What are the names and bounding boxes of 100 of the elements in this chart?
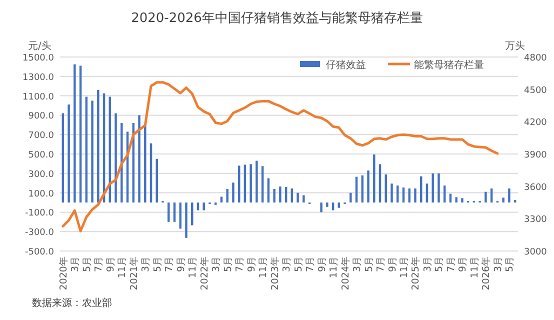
bar xyxy=(196,202,200,210)
x-tick-label: 5月 xyxy=(82,256,93,272)
bar xyxy=(74,64,76,202)
bar xyxy=(367,170,370,202)
x-tick-label: 5月 xyxy=(293,256,304,272)
y2-tick-label: 4500 xyxy=(524,86,548,96)
legend-label: 仔猪效益 xyxy=(326,59,366,71)
x-tick-label: 9月 xyxy=(105,256,116,272)
y-tick-label: 1100.0 xyxy=(22,92,54,102)
bar xyxy=(173,202,176,222)
y2-axis-title: 万头 xyxy=(505,40,525,52)
x-tick-label: 9月 xyxy=(458,256,469,272)
x-tick-label: 2021年 xyxy=(128,256,140,290)
bar xyxy=(414,188,416,202)
x-tick-label: 7月 xyxy=(234,256,246,272)
bar xyxy=(273,188,276,202)
bar xyxy=(256,160,258,202)
y-tick-label: 500.0 xyxy=(28,150,54,160)
bar xyxy=(378,164,382,202)
x-tick-label: 5月 xyxy=(364,256,375,272)
bar xyxy=(438,173,440,202)
legend-label: 能繁母猪存栏量 xyxy=(414,59,484,71)
x-tick-label: 7月 xyxy=(376,256,387,272)
bar xyxy=(402,187,405,202)
bar xyxy=(97,90,100,202)
x-tick-label: 11月 xyxy=(328,256,340,278)
bar xyxy=(261,166,264,202)
bar xyxy=(191,202,194,226)
x-tick-label: 5月 xyxy=(152,256,164,272)
bar xyxy=(220,196,223,202)
bar xyxy=(144,124,146,202)
x-tick-label: 7月 xyxy=(94,256,105,272)
x-tick-label: 7月 xyxy=(164,256,176,272)
y-tick-label: -300.0 xyxy=(24,228,54,238)
bar xyxy=(114,113,117,202)
x-tick-label: 9月 xyxy=(176,256,187,272)
bar xyxy=(332,202,334,210)
bar xyxy=(302,195,305,202)
x-tick-label: 7月 xyxy=(305,256,316,272)
x-tick-label: 11月 xyxy=(188,256,199,278)
bar xyxy=(68,104,70,202)
y-tick-label: 300.0 xyxy=(28,170,54,180)
x-tick-label: 7月 xyxy=(446,256,457,272)
x-tick-label: 11月 xyxy=(399,256,410,278)
bar xyxy=(296,192,299,202)
x-tick-label: 5月 xyxy=(504,256,516,272)
bar xyxy=(432,173,434,202)
bar xyxy=(226,188,228,202)
bar xyxy=(238,166,240,202)
x-tick-label: 9月 xyxy=(387,256,398,272)
y-tick-label: 700.0 xyxy=(28,131,54,142)
x-tick-label: 11月 xyxy=(469,256,480,278)
y2-tick-label: 3600 xyxy=(524,182,548,193)
x-tick-label: 11月 xyxy=(117,256,128,278)
x-tick-label: 5月 xyxy=(434,256,446,272)
y-tick-label: 100.0 xyxy=(28,189,54,200)
bar xyxy=(279,186,282,202)
x-tick-label: 2022年 xyxy=(198,256,210,290)
bar xyxy=(390,184,393,202)
y-tick-label: -100.0 xyxy=(24,208,54,219)
x-tick-label: 3月 xyxy=(352,256,364,272)
bar xyxy=(250,164,252,202)
bar xyxy=(202,202,205,210)
bar xyxy=(350,192,352,202)
source-note: 数据来源：农业部 xyxy=(32,297,112,309)
bar xyxy=(168,202,170,222)
bar xyxy=(244,164,246,202)
x-tick-label: 3月 xyxy=(140,256,152,272)
bar xyxy=(455,197,458,202)
bar xyxy=(120,122,123,202)
x-tick-label: 9月 xyxy=(246,256,258,272)
x-tick-label: 2023年 xyxy=(268,256,281,290)
x-tick-label: 3月 xyxy=(70,256,82,272)
bar xyxy=(373,154,376,202)
x-tick-label: 3月 xyxy=(211,256,222,272)
chart-title: 2020-2026年中国仔猪销售效益与能繁母猪存栏量 xyxy=(131,11,423,26)
x-tick-label: 2024年 xyxy=(339,256,352,290)
y-tick-label: 900.0 xyxy=(28,112,54,122)
x-tick-label: 3月 xyxy=(422,256,434,272)
bar xyxy=(185,202,188,238)
x-tick-label: 5月 xyxy=(222,256,234,272)
bar xyxy=(426,184,428,202)
y2-tick-label: 3000 xyxy=(524,248,548,258)
bar xyxy=(508,188,510,202)
y2-tick-label: 3300 xyxy=(524,215,548,226)
y2-tick-label: 4200 xyxy=(524,118,548,128)
x-tick-label: 11月 xyxy=(258,256,270,278)
y-tick-label: 1300.0 xyxy=(22,72,54,83)
bar xyxy=(91,100,94,202)
y-tick-label: -500.0 xyxy=(24,248,54,258)
y-tick-label: 1500.0 xyxy=(22,54,54,64)
x-tick-label: 9月 xyxy=(316,256,328,272)
bar xyxy=(502,198,504,202)
x-tick-label: 3月 xyxy=(282,256,293,272)
bar xyxy=(338,202,340,208)
x-tick-label: 2026年 xyxy=(480,256,492,290)
bar xyxy=(138,115,140,202)
x-tick-label: 3月 xyxy=(492,256,504,272)
x-tick-label: 2025年 xyxy=(410,256,422,290)
bar xyxy=(79,66,82,202)
